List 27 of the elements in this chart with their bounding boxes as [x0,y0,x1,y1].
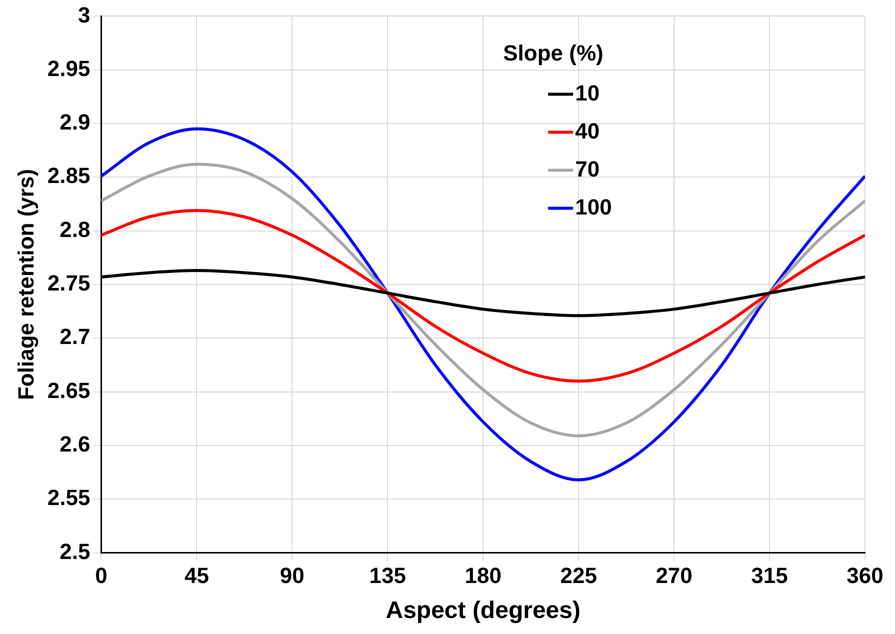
legend-label: 70 [575,156,600,182]
y-axis-title: Foliage retention (yrs) [13,168,38,400]
x-tick-label: 90 [280,563,304,588]
y-tick-label: 3 [78,2,90,28]
x-tick-label: 360 [846,563,884,588]
y-tick-label: 2.75 [47,270,90,296]
x-tick-label: 45 [184,563,209,588]
x-tick-label: 225 [560,563,597,588]
legend-title: Slope (%) [503,40,604,66]
x-tick-label: 270 [656,563,692,588]
x-axis-title: Aspect (degrees) [386,597,580,624]
legend-label: 10 [575,80,600,106]
x-tick-label: 135 [369,563,406,588]
legend-label: 40 [575,118,600,144]
y-tick-label: 2.9 [60,110,90,135]
y-tick-label: 2.7 [60,324,90,350]
y-tick-label: 2.6 [60,432,90,457]
y-tick-label: 2.95 [47,56,90,81]
y-tick-label: 2.85 [47,163,90,188]
y-tick-label: 2.5 [60,538,90,564]
y-tick-label: 2.55 [47,485,90,510]
y-tick-label: 2.65 [47,378,90,403]
legend-label: 100 [575,194,612,220]
x-tick-label: 0 [95,563,108,588]
x-tick-label: 315 [751,563,788,588]
y-tick-label: 2.8 [60,216,90,242]
x-tick-label: 180 [464,563,502,588]
